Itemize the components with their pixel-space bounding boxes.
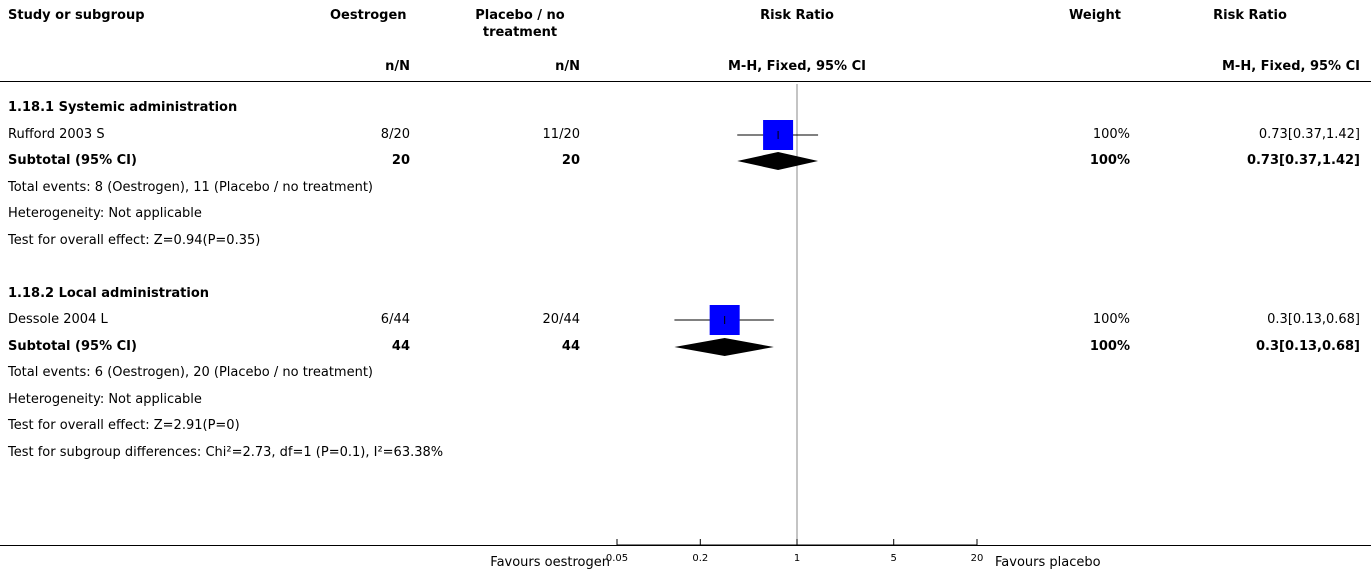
x-tick-label: 1 bbox=[794, 553, 800, 564]
row-label: Total events: 6 (Oestrogen), 20 (Placebo… bbox=[8, 365, 373, 380]
subtotal-diamond bbox=[674, 338, 774, 356]
row-label: Test for overall effect: Z=2.91(P=0) bbox=[8, 418, 240, 433]
subtotal-diamond bbox=[737, 152, 819, 170]
row-experimental: 44 bbox=[391, 339, 410, 354]
row-label: Test for overall effect: Z=0.94(P=0.35) bbox=[8, 233, 261, 248]
subheader-ratio: M-H, Fixed, 95% CI bbox=[1221, 59, 1360, 74]
row-experimental: 6/44 bbox=[380, 312, 410, 327]
subheader-plot: M-H, Fixed, 95% CI bbox=[727, 59, 866, 74]
row-label: Test for subgroup differences: Chi²=2.73… bbox=[8, 445, 444, 460]
row-ratio: 0.73[0.37,1.42] bbox=[1246, 153, 1360, 168]
subheader-experimental: n/N bbox=[385, 59, 410, 74]
favours-right-label: Favours placebo bbox=[995, 555, 1101, 570]
header-control-line1: Placebo / no bbox=[475, 8, 565, 23]
x-tick-label: 0.2 bbox=[692, 553, 708, 564]
row-ratio: 0.73[0.37,1.42] bbox=[1258, 127, 1360, 142]
x-tick-label: 20 bbox=[971, 553, 984, 564]
row-label: Heterogeneity: Not applicable bbox=[8, 206, 202, 221]
row-label: 1.18.2 Local administration bbox=[8, 286, 210, 301]
header-weight: Weight bbox=[1069, 8, 1121, 23]
row-weight: 100% bbox=[1092, 312, 1130, 327]
header-experimental: Oestrogen bbox=[330, 8, 407, 23]
header-control-line2: treatment bbox=[482, 25, 558, 40]
header-ratio: Risk Ratio bbox=[1213, 8, 1287, 23]
header-plot: Risk Ratio bbox=[760, 8, 834, 23]
header-study: Study or subgroup bbox=[8, 8, 145, 23]
favours-left-label: Favours oestrogen bbox=[490, 555, 610, 570]
row-control: 11/20 bbox=[542, 127, 580, 142]
x-tick-label: 0.05 bbox=[606, 553, 628, 564]
row-experimental: 20 bbox=[391, 153, 410, 168]
row-control: 44 bbox=[561, 339, 580, 354]
row-experimental: 8/20 bbox=[380, 127, 410, 142]
row-label: Subtotal (95% CI) bbox=[8, 339, 137, 354]
row-ratio: 0.3[0.13,0.68] bbox=[1267, 312, 1360, 327]
row-label: Heterogeneity: Not applicable bbox=[8, 392, 202, 407]
row-control: 20 bbox=[561, 153, 580, 168]
row-ratio: 0.3[0.13,0.68] bbox=[1256, 339, 1360, 354]
row-label: Dessole 2004 L bbox=[8, 312, 108, 327]
header-rule bbox=[0, 81, 1371, 82]
subheader-control: n/N bbox=[555, 59, 580, 74]
row-label: 1.18.1 Systemic administration bbox=[8, 100, 238, 115]
row-label: Total events: 8 (Oestrogen), 11 (Placebo… bbox=[8, 180, 373, 195]
row-weight: 100% bbox=[1092, 127, 1130, 142]
row-control: 20/44 bbox=[542, 312, 580, 327]
row-label: Rufford 2003 S bbox=[8, 127, 105, 142]
row-weight: 100% bbox=[1089, 339, 1130, 354]
x-tick-label: 5 bbox=[891, 553, 897, 564]
row-weight: 100% bbox=[1089, 153, 1130, 168]
row-label: Subtotal (95% CI) bbox=[8, 153, 137, 168]
